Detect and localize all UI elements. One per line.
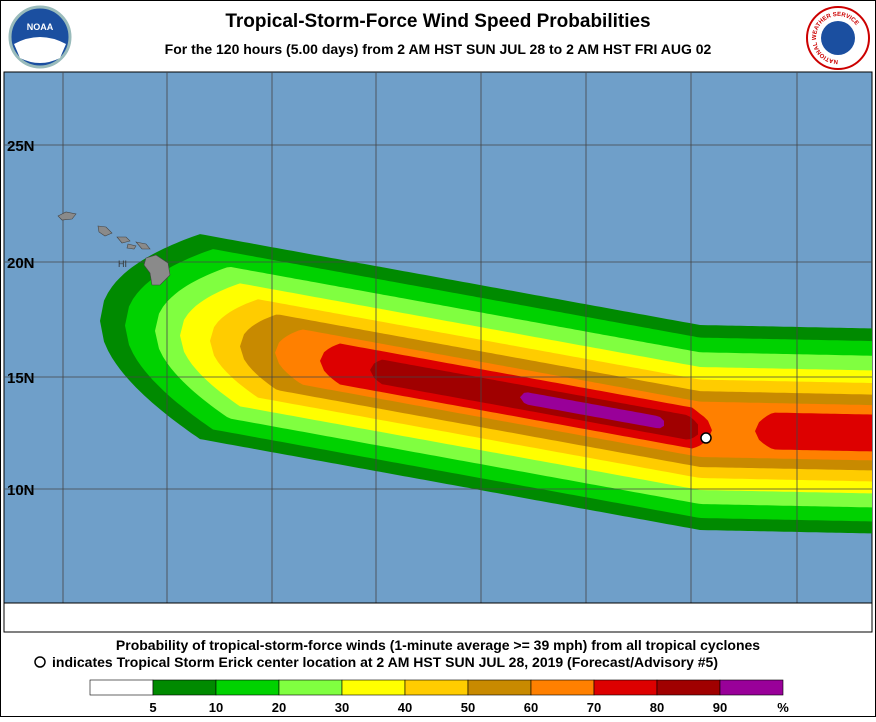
island [97,225,113,237]
latitude-label: 25N [7,138,35,155]
legend-label: 5 [149,700,156,715]
legend-swatch [215,679,280,696]
probability-band [755,412,872,452]
legend-swatch [467,679,532,696]
legend-swatch [152,679,217,696]
legend-swatch [89,679,154,696]
footer-line-2: indicates Tropical Storm Erick center lo… [52,654,718,670]
island [116,236,151,250]
legend-swatch [341,679,406,696]
latitude-label: 20N [7,255,35,272]
nws-logo-center [821,21,855,55]
subtitle: For the 120 hours (5.00 days) from 2 AM … [165,41,712,57]
legend-label: 10 [209,700,223,715]
probability-band [520,392,664,429]
island [57,211,77,221]
lon-label-strip [3,602,873,633]
noaa-logo-text: NOAA [27,22,54,32]
legend-swatch [656,679,721,696]
legend-swatch [404,679,469,696]
probability-bands [100,234,872,534]
legend-label: 80 [650,700,664,715]
legend-swatch [719,679,784,696]
legend-swatch [593,679,658,696]
legend-label: 20 [272,700,286,715]
legend-label: 40 [398,700,412,715]
hawaii-islands [57,211,171,286]
legend-unit: % [777,700,789,715]
storm-center [700,432,712,444]
legend-center-symbol [34,656,46,668]
place-label: HI [118,259,127,269]
legend-label: 50 [461,700,475,715]
legend-label: 30 [335,700,349,715]
noaa-logo-bird [14,37,66,63]
legend: 5 10 20 30 40 50 60 70 80 90% [89,679,789,715]
legend-swatch [278,679,343,696]
legend-label: 70 [587,700,601,715]
legend-label: 90 [713,700,727,715]
island [143,254,171,286]
legend-label: 60 [524,700,538,715]
legend-swatch [530,679,595,696]
latitude-label: 10N [7,482,35,499]
latitude-label: 15N [7,370,35,387]
title: Tropical-Storm-Force Wind Speed Probabil… [225,11,650,32]
footer-line-1: Probability of tropical-storm-force wind… [116,637,760,653]
